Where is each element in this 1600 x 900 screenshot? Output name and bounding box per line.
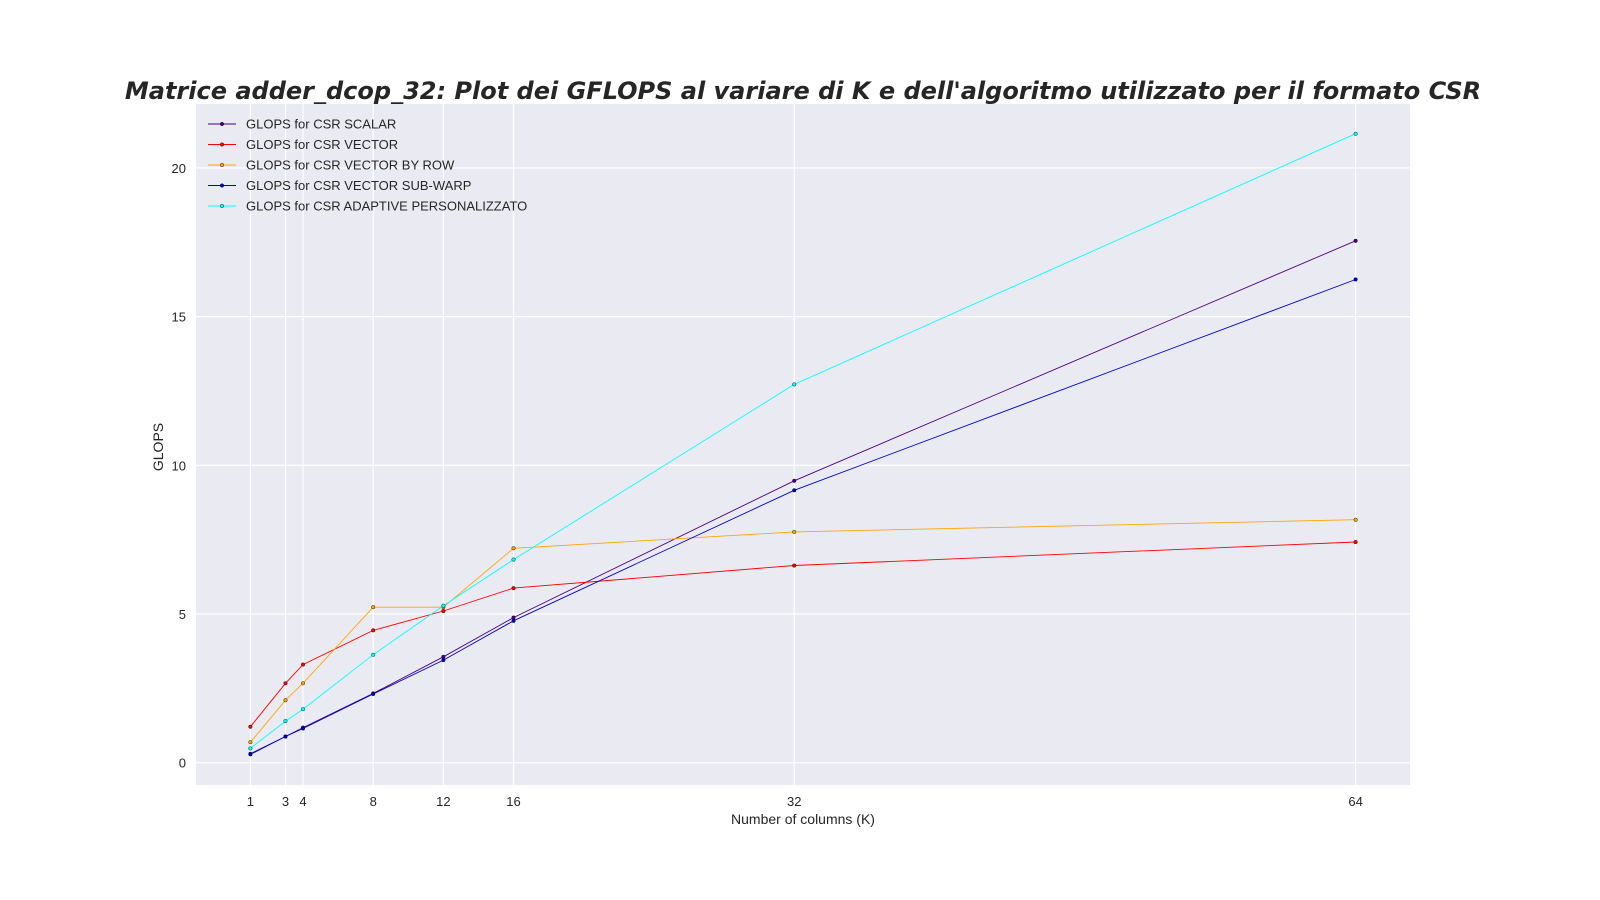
legend-label: GLOPS for CSR VECTOR BY ROW bbox=[246, 158, 455, 173]
legend-item: GLOPS for CSR VECTOR BY ROW bbox=[208, 158, 455, 173]
data-point bbox=[792, 382, 797, 387]
data-point bbox=[248, 740, 253, 745]
data-point bbox=[301, 681, 306, 686]
legend-marker bbox=[219, 121, 224, 126]
data-point bbox=[511, 546, 516, 551]
x-axis-ticks: 1 3 4 8 12 16 32 64 bbox=[247, 794, 1363, 809]
y-tick-label: 5 bbox=[179, 607, 186, 622]
series-line bbox=[250, 279, 1356, 755]
x-tick-label: 1 bbox=[247, 794, 254, 809]
legend-marker bbox=[219, 142, 224, 147]
y-tick-label: 10 bbox=[172, 458, 186, 473]
data-point bbox=[511, 586, 516, 591]
data-point bbox=[441, 609, 446, 614]
series-line bbox=[250, 541, 1356, 727]
data-point bbox=[248, 746, 253, 751]
legend: GLOPS for CSR SCALAR GLOPS for CSR VECTOR… bbox=[208, 117, 527, 214]
legend-marker bbox=[219, 162, 224, 167]
y-tick-label: 20 bbox=[172, 161, 186, 176]
series-5 bbox=[248, 131, 1358, 751]
data-point bbox=[371, 628, 376, 633]
x-tick-label: 3 bbox=[282, 794, 289, 809]
legend-label: GLOPS for CSR SCALAR bbox=[246, 117, 396, 132]
data-point bbox=[511, 557, 516, 562]
data-point bbox=[1353, 540, 1358, 545]
data-point bbox=[511, 615, 516, 620]
x-tick-label: 12 bbox=[436, 794, 450, 809]
legend-marker bbox=[219, 203, 224, 208]
data-point bbox=[792, 478, 797, 483]
x-tick-label: 16 bbox=[506, 794, 520, 809]
plot-area bbox=[196, 104, 1410, 785]
legend-label: GLOPS for CSR VECTOR bbox=[246, 137, 398, 152]
data-point bbox=[371, 692, 376, 697]
data-point bbox=[511, 618, 516, 623]
chart-title: Matrice adder_dcop_32: Plot dei GFLOPS a… bbox=[125, 77, 1481, 105]
data-point bbox=[441, 654, 446, 659]
data-point bbox=[1353, 517, 1358, 522]
grid-lines bbox=[196, 104, 1410, 785]
y-tick-label: 0 bbox=[179, 756, 186, 771]
legend-item: GLOPS for CSR SCALAR bbox=[208, 117, 396, 132]
data-point bbox=[283, 719, 288, 724]
data-point bbox=[248, 724, 253, 729]
series-4 bbox=[248, 277, 1358, 757]
series-line bbox=[250, 133, 1356, 749]
series-line bbox=[250, 519, 1356, 743]
x-tick-label: 8 bbox=[370, 794, 377, 809]
x-tick-label: 64 bbox=[1348, 794, 1362, 809]
y-axis-label: GLOPS bbox=[150, 423, 166, 471]
data-point bbox=[301, 707, 306, 712]
legend-label: GLOPS for CSR ADAPTIVE PERSONALIZZATO bbox=[246, 199, 527, 214]
data-point bbox=[371, 652, 376, 657]
data-point bbox=[1353, 277, 1358, 282]
data-point bbox=[792, 488, 797, 493]
legend-item: GLOPS for CSR ADAPTIVE PERSONALIZZATO bbox=[208, 199, 527, 214]
data-point bbox=[283, 734, 288, 739]
data-point bbox=[1353, 131, 1358, 136]
legend-item: GLOPS for CSR VECTOR SUB-WARP bbox=[208, 178, 471, 193]
data-point bbox=[441, 658, 446, 663]
data-point bbox=[301, 726, 306, 731]
data-point bbox=[441, 603, 446, 608]
data-point bbox=[283, 698, 288, 703]
data-point bbox=[1353, 238, 1358, 243]
y-tick-label: 15 bbox=[172, 310, 186, 325]
legend-label: GLOPS for CSR VECTOR SUB-WARP bbox=[246, 178, 471, 193]
data-point bbox=[301, 662, 306, 667]
x-tick-label: 4 bbox=[299, 794, 306, 809]
x-axis-label: Number of columns (K) bbox=[731, 811, 875, 827]
y-axis-ticks: 0 5 10 15 20 bbox=[172, 161, 186, 771]
series-2 bbox=[248, 540, 1358, 729]
series-3 bbox=[248, 517, 1358, 745]
legend-marker bbox=[219, 183, 224, 188]
data-point bbox=[792, 563, 797, 568]
series-lines bbox=[248, 131, 1358, 757]
data-point bbox=[371, 605, 376, 610]
data-point bbox=[283, 681, 288, 686]
data-point bbox=[792, 529, 797, 534]
legend-item: GLOPS for CSR VECTOR bbox=[208, 137, 398, 152]
x-tick-label: 32 bbox=[787, 794, 801, 809]
data-point bbox=[248, 752, 253, 757]
